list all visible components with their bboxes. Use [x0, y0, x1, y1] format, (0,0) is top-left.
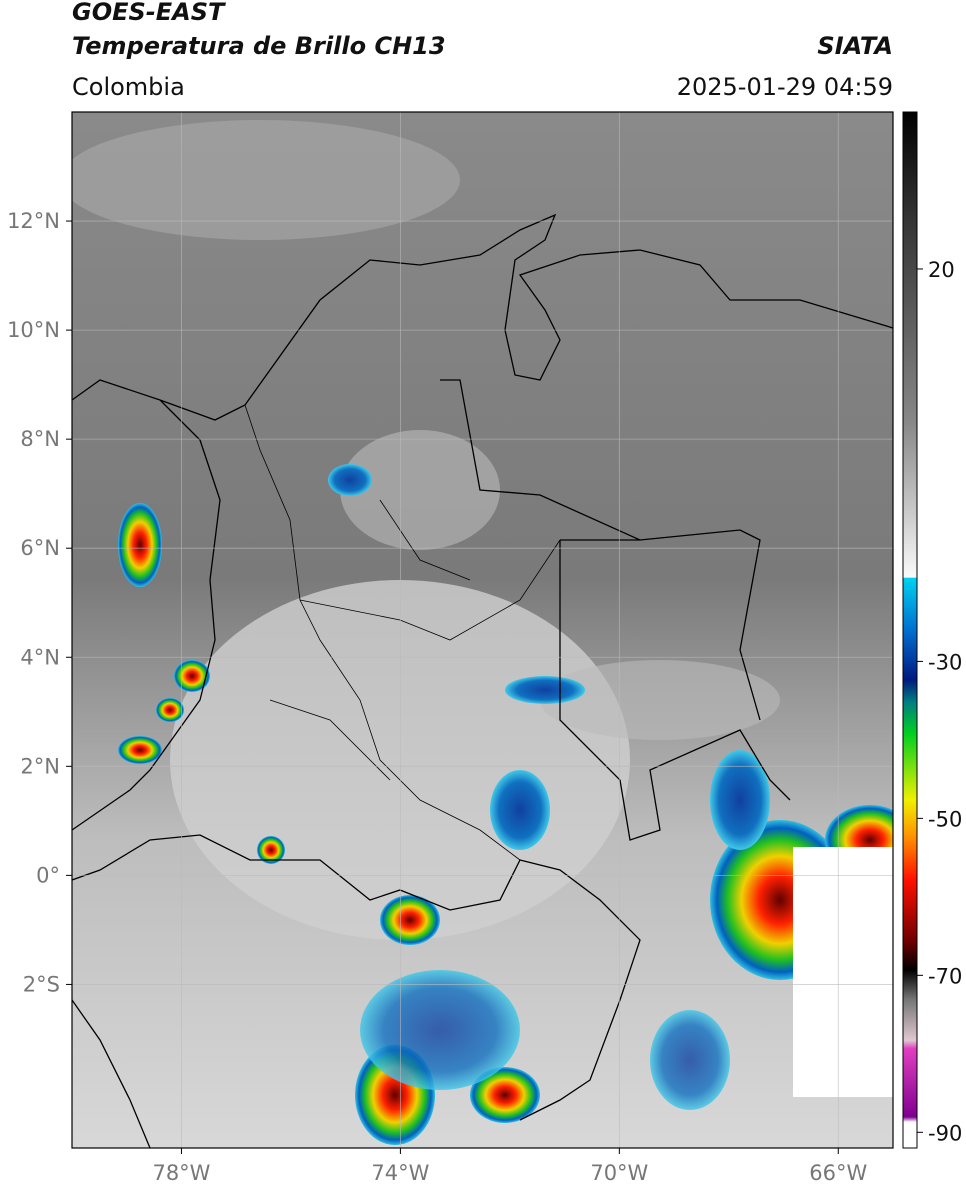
convection — [650, 1010, 730, 1110]
convection — [505, 676, 585, 704]
convection — [174, 660, 210, 692]
grid — [72, 112, 893, 1148]
map-imagery — [72, 112, 893, 1148]
convection — [328, 464, 372, 496]
x-tick-label: 74°W — [371, 1161, 429, 1185]
colorbar-tick-label: -30 — [928, 650, 962, 674]
colorbar-tick-label: -50 — [928, 807, 962, 831]
y-tick-label: 6°N — [20, 536, 60, 560]
convection — [470, 1067, 540, 1123]
subtitle: Temperatura de Brillo CH13 — [72, 32, 446, 60]
colorbar-ticks: 20 -30 -50 -70 -90 — [917, 258, 962, 1145]
colorbar-tick-label: -90 — [928, 1121, 962, 1145]
x-tick-label: 66°W — [809, 1161, 867, 1185]
y-tick-label: 10°N — [7, 318, 60, 342]
source: SIATA — [817, 32, 893, 60]
y-tick-label: 2°N — [20, 754, 60, 778]
y-tick-label: 0° — [36, 863, 60, 887]
x-tick-label: 70°W — [590, 1161, 648, 1185]
y-tick-label: 12°N — [7, 209, 60, 233]
y-tick-label: 8°N — [20, 427, 60, 451]
colorbar-tick-label: 20 — [928, 258, 955, 282]
convection — [156, 698, 184, 722]
convection — [490, 770, 550, 850]
region: Colombia — [72, 73, 185, 101]
cloud — [72, 120, 460, 240]
cloud — [540, 660, 780, 740]
convection — [118, 736, 162, 764]
convection — [380, 895, 440, 945]
y-tick-label: 4°N — [20, 645, 60, 669]
x-tick-label: 78°W — [152, 1161, 210, 1185]
convection — [257, 836, 285, 864]
missing-data — [793, 847, 893, 1097]
admin-borders — [244, 404, 561, 861]
plot-frame — [71, 111, 894, 1149]
colorbar-tick-label: -70 — [928, 964, 962, 988]
convection — [360, 970, 520, 1090]
datetime: 2025-01-29 04:59 — [677, 73, 893, 101]
axes: 78°W 74°W 70°W 66°W 12°N 10°N 8°N 6°N 4°N 2°N 0° 2°… — [7, 209, 867, 1185]
y-tick-label: 2°S — [23, 972, 60, 996]
title: GOES-EAST — [72, 0, 226, 26]
convection — [710, 750, 770, 850]
cloud — [340, 430, 500, 550]
borders — [72, 213, 893, 1148]
convection — [118, 503, 162, 587]
colorbar — [902, 111, 918, 1149]
